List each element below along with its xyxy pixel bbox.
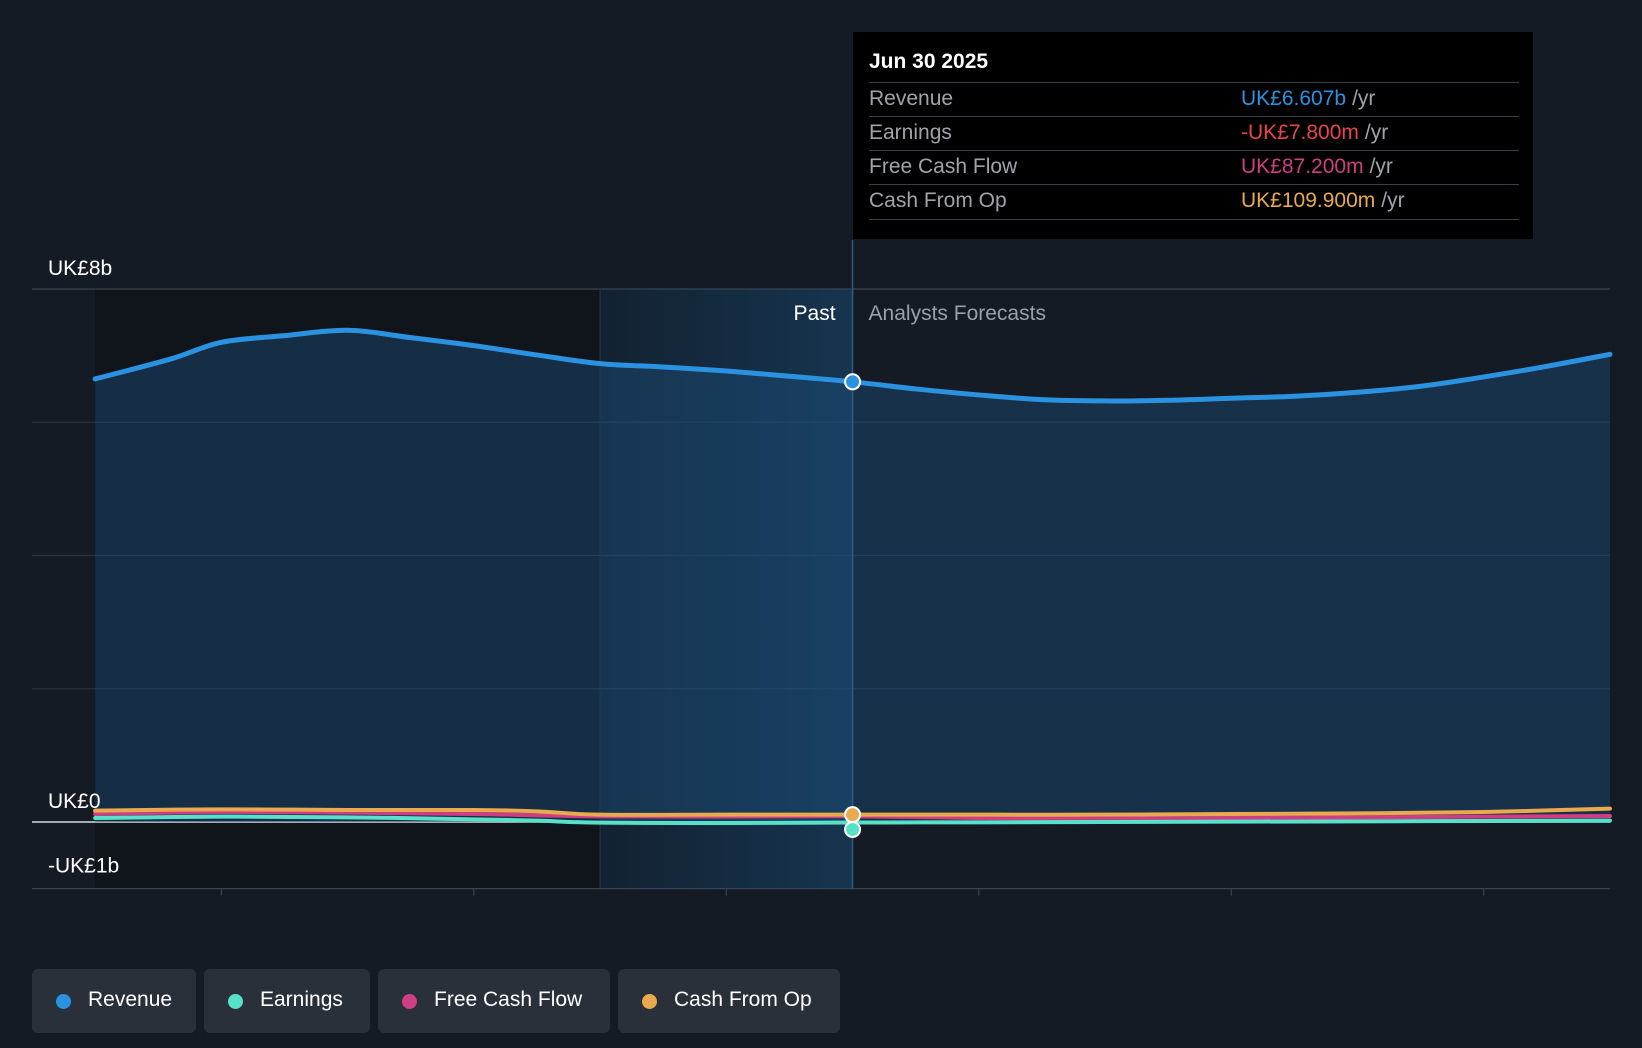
past-shade-region: [600, 289, 853, 889]
legend-item-cash-from-op[interactable]: Cash From Op: [618, 969, 840, 1033]
legend-item-earnings[interactable]: Earnings: [204, 969, 370, 1033]
legend-item-revenue[interactable]: Revenue: [32, 969, 196, 1033]
tooltip-label: Cash From Op: [869, 189, 1007, 212]
tooltip-value: UK£6.607b/yr: [1241, 87, 1376, 110]
legend-label: Cash From Op: [674, 988, 812, 1011]
forecast-label: Analysts Forecasts: [869, 302, 1046, 325]
earnings-line: [93, 814, 1612, 826]
tooltip-row-cash-from-op: Cash From Op UK£109.900m/yr: [869, 184, 1519, 220]
chart-canvas: UK£8b UK£0 -UK£1b Past Analysts Forecast…: [32, 240, 1613, 896]
tooltip-label: Free Cash Flow: [869, 155, 1018, 178]
earnings-marker: [844, 821, 862, 839]
tooltip-date: Jun 30 2025: [869, 50, 989, 73]
past-label: Past: [794, 302, 836, 325]
tooltip-value: UK£87.200m/yr: [1241, 155, 1393, 178]
tooltip-label: Revenue: [869, 87, 954, 110]
legend-item-free-cash-flow[interactable]: Free Cash Flow: [378, 969, 610, 1033]
tooltip-value: -UK£7.800m/yr: [1241, 121, 1389, 144]
y-label-zero: UK£0: [48, 790, 101, 813]
revenue-dot-icon: [56, 994, 71, 1009]
legend-label: Free Cash Flow: [434, 988, 583, 1011]
y-label-top: UK£8b: [48, 257, 112, 280]
cash-from-op-line: [93, 806, 1612, 817]
tooltip-row-earnings: Earnings -UK£7.800m/yr: [869, 116, 1519, 151]
free-cash-flow-dot-icon: [402, 994, 417, 1009]
tooltip-value: UK£109.900m/yr: [1241, 189, 1405, 212]
hover-markers: [844, 373, 862, 839]
data-tooltip: Jun 30 2025 Revenue UK£6.607b/yr Earning…: [853, 32, 1533, 239]
y-label-bottom: -UK£1b: [48, 855, 119, 878]
x-axis-ticks: 202320242025202620272028: [220, 888, 1485, 896]
series-lines: [92, 327, 1613, 826]
tooltip-label: Earnings: [869, 121, 952, 144]
earnings-dot-icon: [228, 994, 243, 1009]
cash-from-op-dot-icon: [642, 994, 657, 1009]
revenue-marker: [844, 373, 862, 391]
tooltip-row-revenue: Revenue UK£6.607b/yr: [869, 82, 1519, 117]
tooltip-row-free-cash-flow: Free Cash Flow UK£87.200m/yr: [869, 150, 1519, 185]
cash-from-op-marker: [844, 806, 862, 824]
legend-label: Earnings: [260, 988, 343, 1011]
legend-label: Revenue: [88, 988, 173, 1011]
